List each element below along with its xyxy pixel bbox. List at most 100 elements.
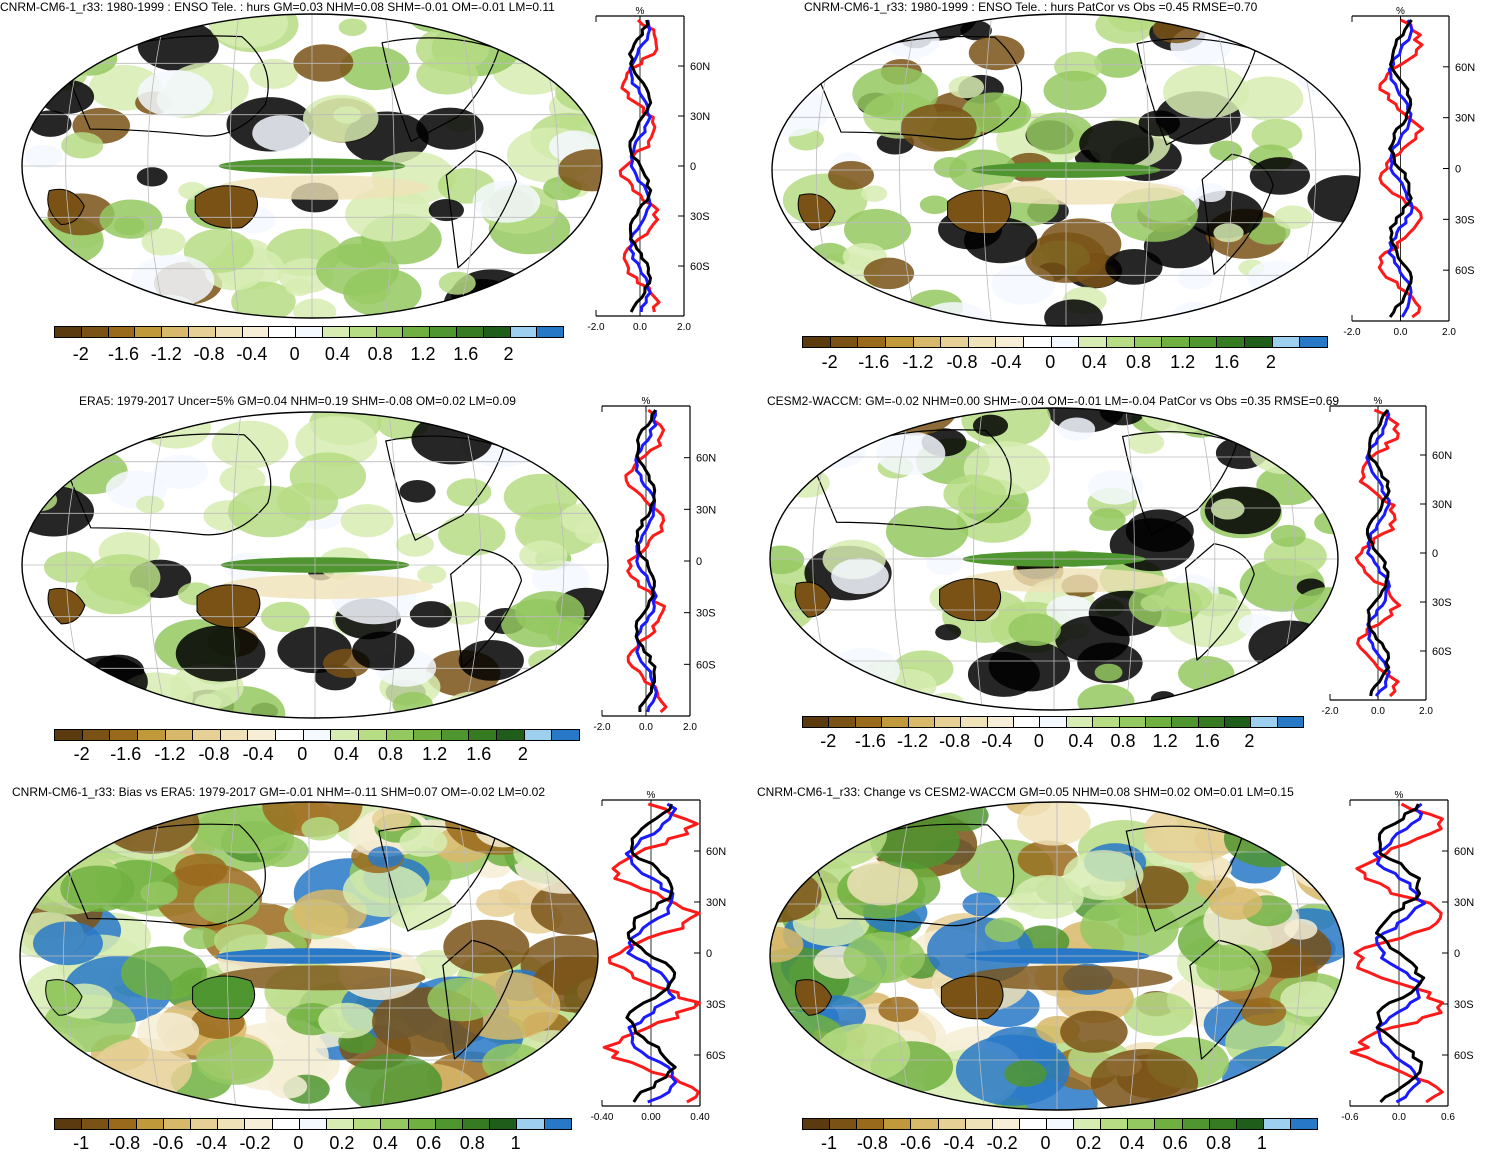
anomaly-patch — [22, 440, 45, 464]
longitude-line — [975, 802, 986, 1110]
eurasia-coast — [65, 35, 269, 137]
profile-y-tick-label: 60N — [1432, 450, 1452, 462]
colorbar-tick-label: 0.8 — [1110, 731, 1136, 751]
world-map — [771, 13, 1361, 327]
anomaly-patch — [137, 69, 213, 118]
colorbar-swatch — [1019, 1119, 1047, 1129]
colorbar-tick-label: -2 — [72, 344, 89, 364]
world-map — [769, 801, 1345, 1111]
profile-x-tick-label: 0.0 — [1394, 327, 1408, 338]
longitude-line — [144, 802, 164, 1110]
colorbar-swatch — [544, 1119, 571, 1129]
profile-unit-label: % — [647, 790, 656, 801]
africa-landmass — [47, 188, 85, 226]
anomaly-patch — [285, 278, 314, 296]
zonal-mean-profile: % -2.0 0.0 2.0 60N 30N 0 30S 60S — [1343, 6, 1475, 338]
colorbar-swatch — [188, 327, 216, 337]
anomaly-patch — [815, 1023, 911, 1083]
colorbar-tick-label: 0.4 — [372, 1133, 398, 1153]
colorbar-swatch — [490, 1119, 518, 1129]
model-profile-line — [634, 409, 658, 713]
anomaly-patch — [988, 640, 1071, 692]
anomaly-patch — [494, 414, 551, 450]
eurasia-coast — [813, 429, 1012, 530]
anomaly-patch — [1105, 248, 1163, 285]
profile-x-tick-label: 2.0 — [677, 322, 691, 333]
colorbar-swatch — [552, 730, 579, 740]
anomaly-patch — [438, 271, 476, 295]
anomaly-patch — [1140, 595, 1167, 612]
anomaly-patch — [1307, 175, 1360, 223]
subtropical-band — [220, 574, 433, 600]
colorbar-swatch — [1162, 337, 1190, 347]
anomaly-patch — [22, 701, 70, 718]
anomaly-patch — [318, 1002, 376, 1039]
profile-y-tick-label: 30N — [696, 504, 716, 516]
colorbar-tick-label: -2 — [820, 731, 837, 751]
anomaly-patch — [1233, 76, 1304, 121]
colorbar-swatch — [1101, 1119, 1129, 1129]
anomaly-patch — [1274, 205, 1313, 230]
anomaly-patch — [827, 681, 855, 699]
colorbar-swatch — [1066, 717, 1094, 727]
map-frame — [19, 801, 599, 1111]
colorbar — [802, 1118, 1318, 1130]
obs-profile-line — [1349, 802, 1444, 1104]
colorbar-swatch — [331, 730, 359, 740]
colorbar-swatch — [996, 337, 1024, 347]
anomaly-patch — [137, 1012, 200, 1052]
colorbar-labels: -2 -1.6 -1.2 -0.8 -0.4 0 0.4 0.8 1.2 1.6 2 — [802, 731, 1302, 751]
anomaly-patch — [1270, 524, 1306, 547]
colorbar-swatch — [386, 730, 415, 740]
colorbar-swatch — [435, 1119, 464, 1129]
anomaly-patch — [837, 1095, 871, 1110]
anomaly-patch — [770, 545, 805, 575]
colorbar-swatch — [82, 730, 111, 740]
anomaly-patch — [219, 465, 266, 494]
anomaly-patch — [352, 631, 415, 671]
colorbar-labels: -2 -1.6 -1.2 -0.8 -0.4 0 0.4 0.8 1.2 1.6 2 — [54, 344, 562, 364]
zonal-mean-profile: % -0.40 0.00 0.40 60N 30N 0 30S 60S — [591, 790, 727, 1123]
anomaly-patch — [368, 845, 403, 868]
north-america-coast — [378, 825, 496, 932]
anomaly-patch — [779, 258, 855, 305]
anomaly-patch — [1195, 183, 1226, 203]
anomaly-patch — [861, 185, 888, 202]
north-america-coast — [385, 435, 505, 542]
colorbar-swatch — [327, 1119, 355, 1129]
anomaly-patch — [811, 806, 860, 837]
mean-profile-line — [628, 19, 653, 313]
anomaly-patch — [443, 919, 530, 974]
anomaly-patch — [136, 167, 168, 187]
anomaly-patch — [799, 1060, 833, 1082]
colorbar-swatch — [1245, 337, 1273, 347]
anomaly-patch — [289, 452, 367, 501]
mean-profile-line — [634, 409, 657, 712]
anomaly-patch — [392, 691, 434, 718]
colorbar — [54, 729, 580, 741]
colorbar-swatch — [303, 730, 332, 740]
anomaly-patch — [1252, 14, 1335, 61]
colorbar-swatch — [248, 730, 276, 740]
longitude-line — [899, 14, 919, 326]
south-america-coast — [1184, 543, 1255, 662]
anomaly-patch — [1277, 1068, 1340, 1108]
anomaly-patch — [1262, 803, 1304, 829]
longitude-line — [892, 408, 912, 710]
colorbar-swatch — [1209, 1119, 1237, 1129]
eurasia-coast — [66, 433, 272, 536]
colorbar-swatch — [1014, 717, 1041, 727]
colorbar-labels: -1 -0.8 -0.6 -0.4 -0.2 0 0.2 0.4 0.6 0.8 1 — [54, 1133, 570, 1153]
profile-y-tick-label: 30N — [706, 897, 726, 909]
mean-profile-line — [1388, 19, 1413, 318]
profile-y-tick-label: 0 — [1432, 548, 1438, 560]
anomaly-patch — [1210, 498, 1245, 520]
mean-profile-line — [625, 803, 677, 1103]
anomaly-patch — [1163, 582, 1213, 614]
anomaly-patch — [968, 35, 1025, 71]
anomaly-patch — [340, 504, 394, 538]
colorbar-tick-label: 0.4 — [1068, 731, 1094, 751]
colorbar-swatch — [137, 730, 166, 740]
anomaly-patch — [183, 927, 219, 950]
colorbar-swatch — [1155, 1119, 1183, 1129]
